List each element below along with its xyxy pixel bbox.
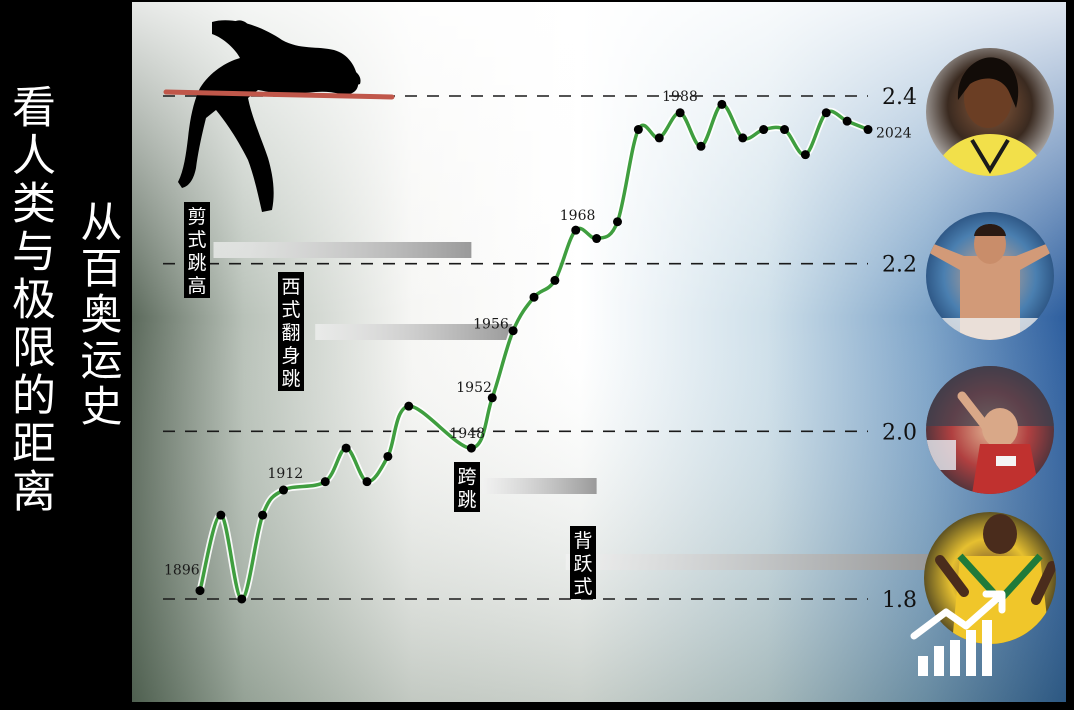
data-point xyxy=(237,594,247,604)
data-point xyxy=(675,108,685,118)
technique-labels: 剪式跳高西式翻身跳跨跳背跃式 xyxy=(184,202,596,599)
technique-label: 背跃式 xyxy=(570,526,596,599)
data-point xyxy=(550,275,560,285)
data-point xyxy=(717,99,727,109)
data-point xyxy=(320,477,330,487)
y-tick-label: 2.0 xyxy=(882,420,917,445)
data-point xyxy=(571,225,581,235)
year-label: 1956 xyxy=(473,317,509,333)
year-labels: 1896 1912 1948 1952 1956 1968 1988 2024 xyxy=(164,89,912,579)
data-point xyxy=(696,141,706,151)
y-axis-ticks: 1.8 2.0 2.2 2.4 xyxy=(882,85,917,613)
data-point xyxy=(466,443,476,453)
data-point xyxy=(633,125,643,135)
year-label: 1948 xyxy=(449,426,485,442)
technique-label-box xyxy=(454,462,480,512)
chart-background-shade xyxy=(132,2,1066,702)
sub-title: 从百奥运史 xyxy=(74,200,123,430)
technique-label-box xyxy=(184,202,210,298)
technique-bar xyxy=(482,478,597,494)
technique-bar xyxy=(213,242,472,258)
technique-label: 西式翻身跳 xyxy=(278,272,304,391)
athlete-photo-4 xyxy=(924,512,1056,644)
technique-label-text: 西式翻身跳 xyxy=(281,276,300,390)
technique-bars xyxy=(213,242,928,570)
data-point xyxy=(529,292,539,302)
data-point xyxy=(279,485,288,495)
data-point xyxy=(258,510,268,520)
main-title: 看人类与极限的距离 xyxy=(4,84,55,516)
technique-label: 跨跳 xyxy=(454,462,480,512)
data-point xyxy=(613,217,622,227)
y-tick-label: 1.8 xyxy=(882,588,917,613)
bar-chart-logo-icon xyxy=(910,590,1006,676)
data-point xyxy=(383,451,393,461)
data-point xyxy=(759,125,769,135)
technique-label: 剪式跳高 xyxy=(184,202,210,298)
technique-label-box xyxy=(278,272,304,391)
data-point xyxy=(800,150,810,160)
year-label: 1988 xyxy=(662,89,698,105)
year-label: 1896 xyxy=(164,563,200,579)
year-label: 1952 xyxy=(456,380,492,396)
data-point xyxy=(738,133,748,143)
data-points xyxy=(195,99,873,604)
y-tick-label: 2.2 xyxy=(882,253,917,278)
data-point xyxy=(341,443,351,453)
year-label: 1968 xyxy=(560,208,596,224)
technique-bar xyxy=(315,324,514,340)
data-point xyxy=(592,234,602,244)
data-point xyxy=(216,510,226,520)
technique-label-box xyxy=(570,526,596,599)
year-label: 2024 xyxy=(876,126,912,142)
data-point xyxy=(362,477,372,487)
year-label: 1912 xyxy=(268,466,304,482)
data-point xyxy=(654,133,664,143)
technique-label-text: 背跃式 xyxy=(573,530,592,598)
technique-label-text: 剪式跳高 xyxy=(187,206,206,297)
data-point xyxy=(780,125,789,135)
data-point xyxy=(195,586,205,596)
data-point xyxy=(842,116,852,126)
technique-label-text: 跨跳 xyxy=(457,466,476,511)
data-point xyxy=(404,401,414,411)
y-tick-label: 2.4 xyxy=(882,85,917,110)
data-point xyxy=(863,125,873,135)
high-jumper-silhouette-icon xyxy=(178,20,361,212)
technique-bar xyxy=(565,554,928,570)
high-jump-bar xyxy=(163,89,395,100)
athlete-photo-1 xyxy=(926,48,1054,176)
data-point xyxy=(487,393,497,403)
data-point xyxy=(821,108,831,118)
data-point xyxy=(508,326,518,336)
athlete-photo-2 xyxy=(926,212,1054,340)
